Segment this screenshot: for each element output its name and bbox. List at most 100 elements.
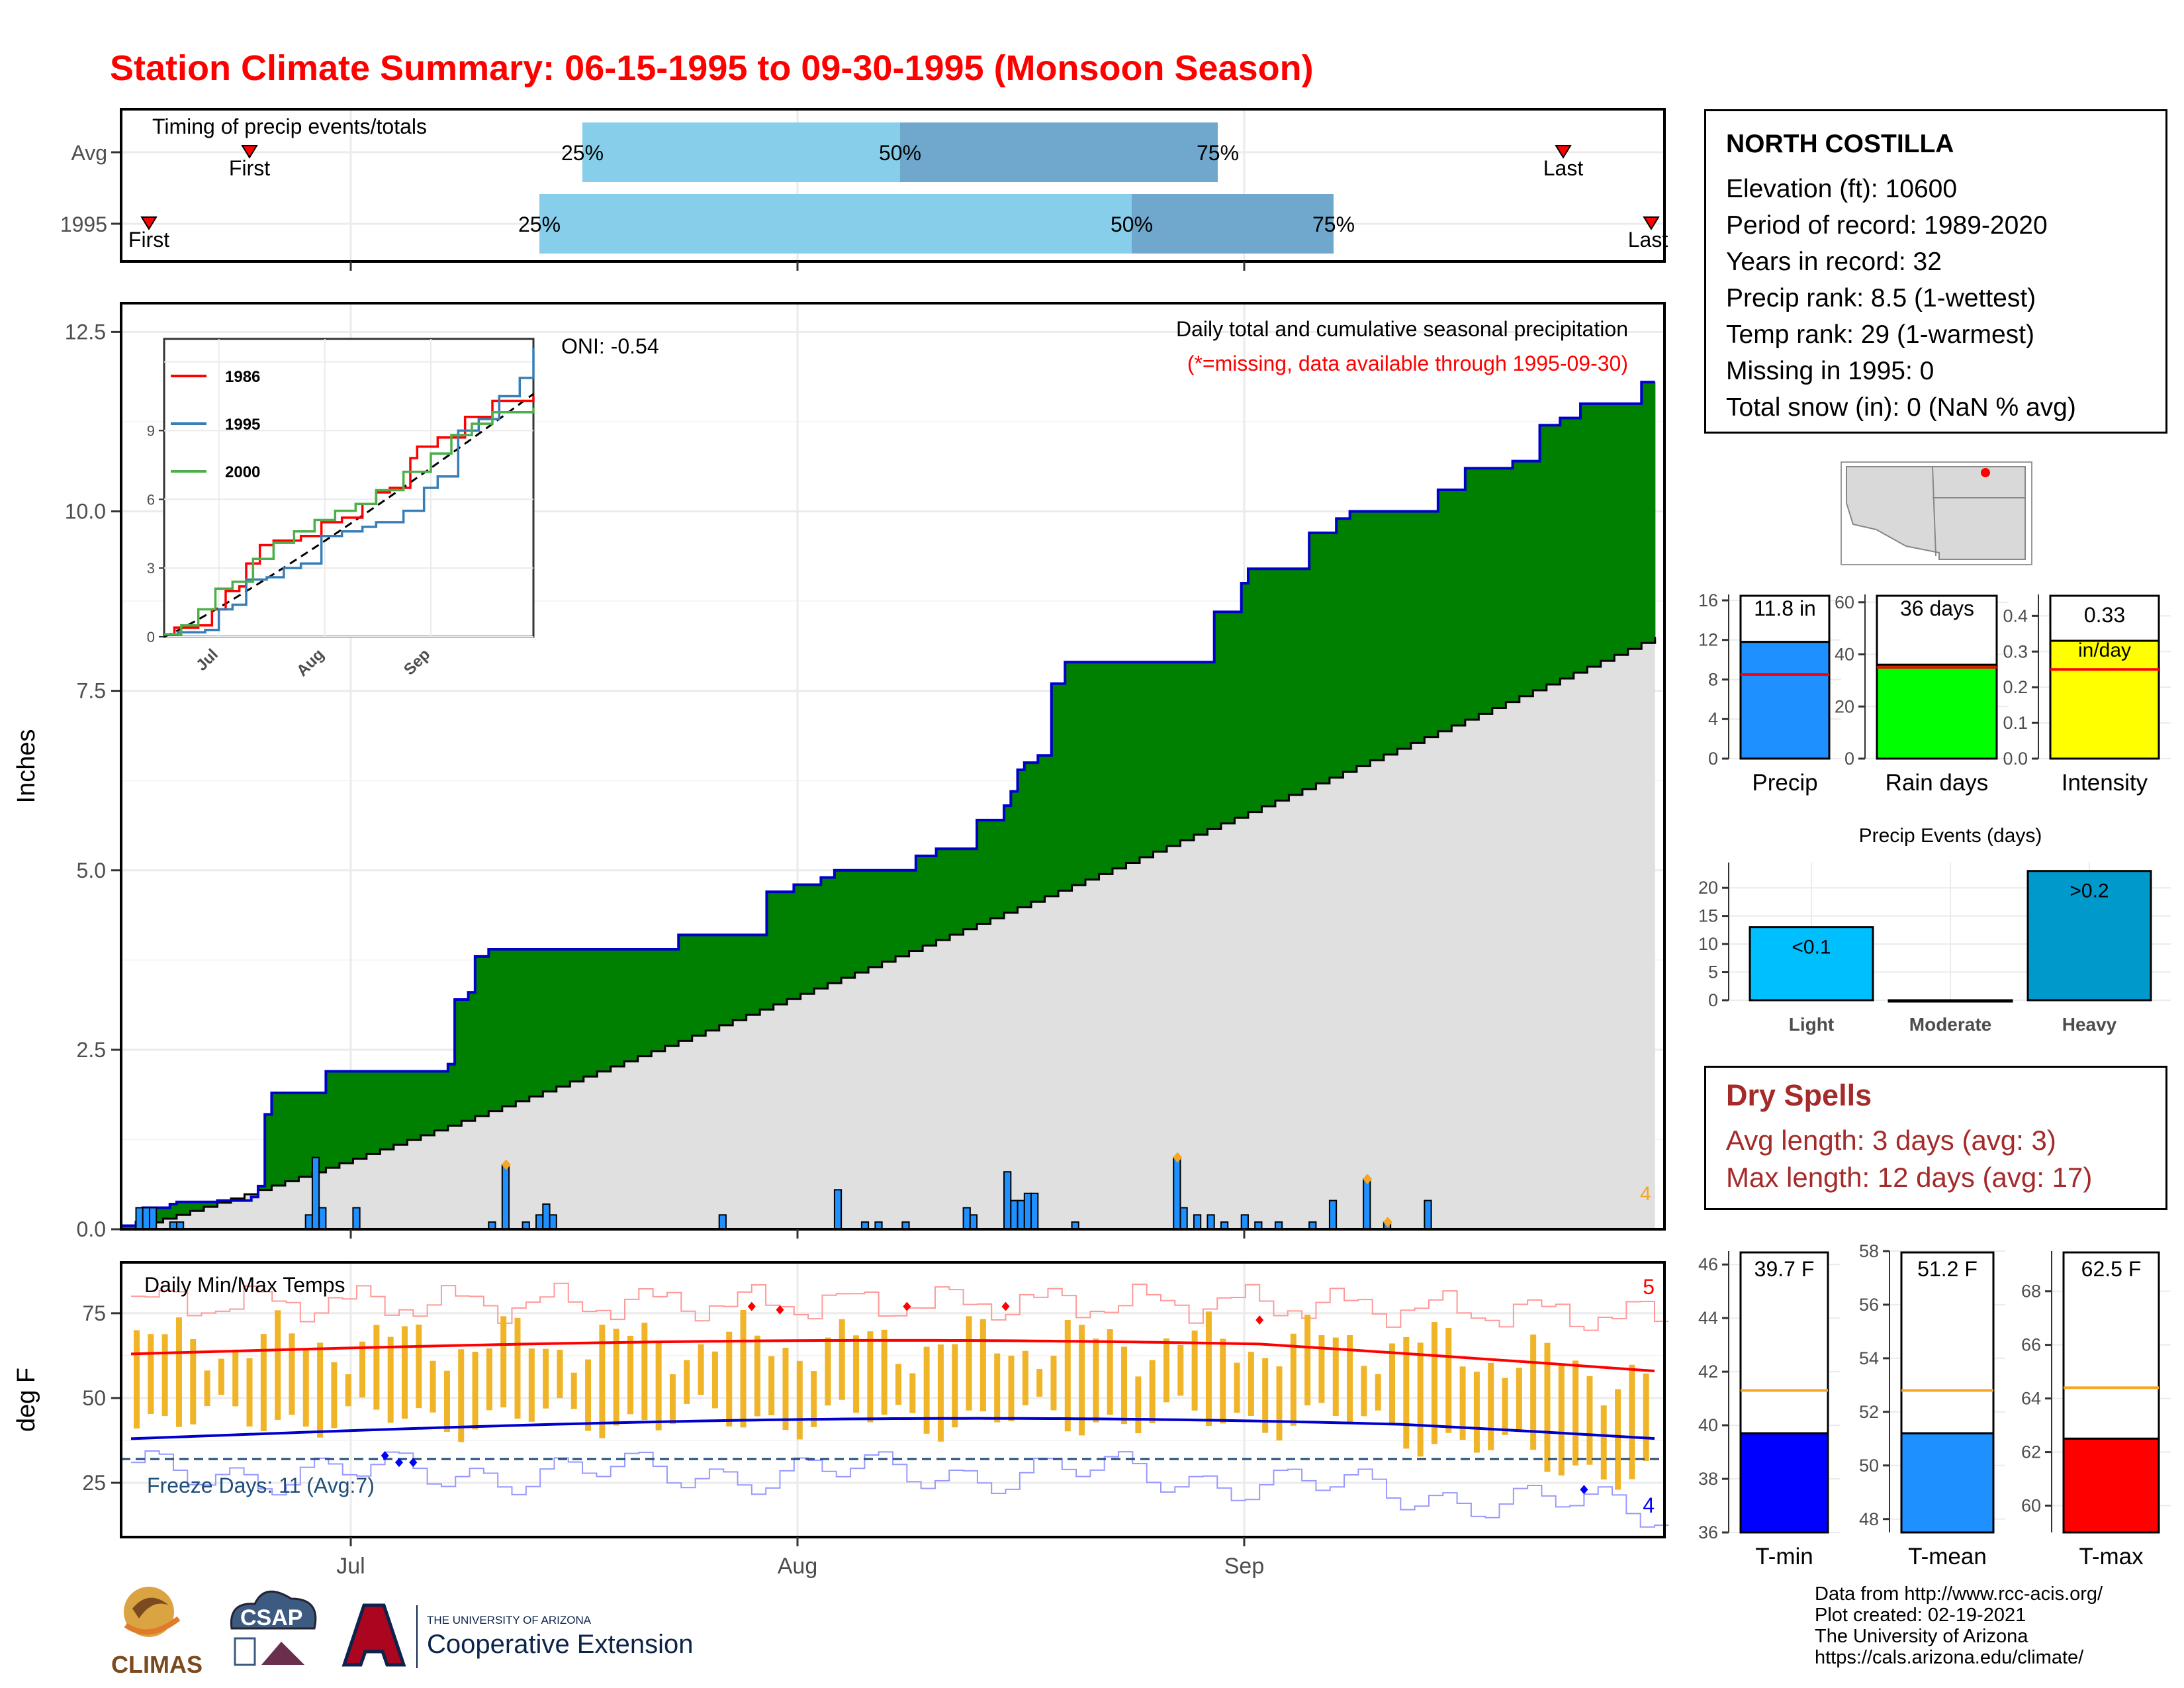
extreme-event-marker [1363,1174,1373,1185]
above-avg-fill [685,935,693,1041]
above-avg-fill [895,870,903,957]
station-elevation: Elevation (ft): 10600 [1726,175,1958,203]
tmean-summary-y-tick-label: 58 [1859,1241,1879,1261]
daily-temp-bar [1502,1378,1508,1435]
events-bar [2026,870,2152,1002]
first-event-marker [241,145,258,159]
daily-precip-bar [311,1156,320,1231]
precip-summary-value-box [1739,594,1831,643]
avg-max-line [130,1338,1655,1373]
above-avg-fill [1594,403,1602,667]
tmean-summary-y-tick-label: 50 [1859,1456,1879,1476]
precip-summary-value: 11.8 in [1754,596,1816,620]
daily-temp-bar [1008,1355,1015,1421]
daily-temp-bar [867,1331,874,1423]
above-avg-fill [760,935,768,1010]
daily-precip-bar [352,1207,361,1230]
dry-spells-title: Dry Spells [1726,1078,1872,1112]
above-avg-fill [950,849,957,935]
above-avg-fill [1275,569,1283,801]
above-avg-fill [1113,662,1120,868]
daily-precip-bar [318,1207,327,1230]
tmin-summary-y-tick-label: 42 [1698,1362,1718,1382]
above-avg-fill [1282,569,1290,801]
tmax-summary-y-tick-label: 68 [2021,1282,2041,1301]
above-avg-fill [1608,403,1615,661]
dry-spells-max: Max length: 12 days (avg: 17) [1726,1162,2093,1193]
daily-temp-bar [401,1326,408,1419]
main-y-tick-label: 12.5 [65,320,106,344]
above-avg-fill [1132,662,1140,863]
above-avg-fill [1648,382,1656,643]
raindays-summary-label: Rain days [1886,770,1989,796]
daily-temp-bar [1516,1368,1522,1432]
record-high-line [131,1282,1669,1331]
tmin-summary-label: T-min [1755,1544,1813,1570]
above-avg-fill [915,856,923,951]
daily-temp-bar [1361,1366,1367,1417]
above-avg-fill [1289,569,1297,795]
daily-temp-bar [1262,1358,1269,1433]
above-avg-fill [841,870,848,978]
precip-summary-y-tick-label: 12 [1698,630,1718,650]
daily-temp-bar [570,1372,577,1409]
daily-temp-bar [1615,1389,1621,1490]
daily-temp-bar [881,1329,887,1415]
station-period: Period of record: 1989-2020 [1726,211,2048,240]
tmean-summary-y-tick-label: 56 [1859,1295,1879,1315]
climas-logo: CLIMAS [111,1587,203,1678]
daily-temp-bar [1572,1360,1579,1466]
above-avg-fill [766,892,774,1010]
daily-temp-bar [1431,1321,1437,1444]
above-avg-fill [285,1092,293,1182]
daily-temp-bar [825,1337,831,1406]
timing-bar-50-75 [900,122,1218,182]
above-avg-fill [1492,468,1500,708]
daily-temp-bar [416,1325,422,1409]
above-avg-fill [848,870,856,978]
precip-events-chart: Precip Events (days) 0 5 10 15 20 <0.1 Light Mod… [1698,825,2171,1035]
daily-temp-bar [514,1317,521,1419]
above-avg-fill [1329,533,1337,778]
above-avg-fill [203,1201,211,1207]
above-avg-fill [752,935,760,1015]
daily-temp-bar [585,1359,592,1431]
above-avg-fill [1458,489,1466,726]
tmin-summary-value: 39.7 F [1754,1257,1815,1281]
tmax-summary-label: T-max [2079,1544,2144,1570]
above-avg-fill [698,935,706,1036]
daily-temp-bar [599,1325,606,1438]
above-avg-fill [936,849,944,941]
tmean-summary-label: T-mean [1908,1544,1987,1570]
above-avg-fill [393,1071,401,1145]
daily-temp-bar [175,1317,182,1427]
above-avg-fill [1445,489,1452,731]
daily-temp-bar [373,1325,380,1410]
daily-temp-bar [1036,1368,1043,1397]
ua-big-text: Cooperative Extension [427,1630,693,1659]
above-avg-fill [1512,461,1520,702]
intensity-summary-y-tick-label: 0.2 [2003,677,2028,697]
above-avg-fill [400,1071,408,1145]
above-avg-fill [1214,612,1222,829]
credit-university: The University of Arizona [1815,1626,2028,1647]
above-avg-fill [1519,461,1527,696]
above-avg-fill [1078,662,1086,886]
above-avg-fill [658,949,666,1051]
above-avg-fill [122,1225,130,1229]
above-avg-fill [570,949,578,1082]
extreme-event-marker [501,1159,511,1170]
daily-temp-bar [740,1309,747,1428]
above-avg-fill [346,1071,353,1164]
ua-small-text: THE UNIVERSITY OF ARIZONA [427,1614,592,1626]
tmax-summary-value: 62.5 F [2081,1257,2142,1281]
above-avg-fill [1560,418,1568,679]
daily-temp-bar [1079,1325,1085,1436]
daily-temp-bar [641,1323,648,1421]
csap-logo: CSAP [230,1590,317,1666]
above-avg-fill [332,1071,340,1168]
dry-spells-avg: Avg length: 3 days (avg: 3) [1726,1125,2056,1156]
daily-temp-bar [543,1348,549,1409]
above-avg-fill [1105,662,1113,874]
